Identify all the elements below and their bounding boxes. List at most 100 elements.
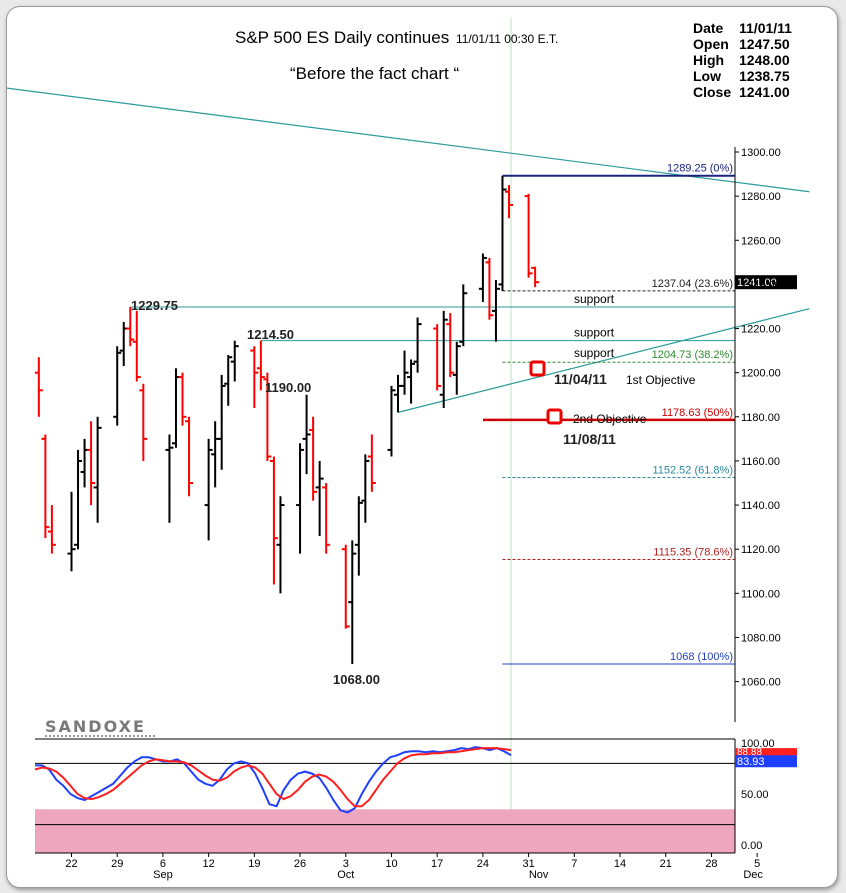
ohlc-bar bbox=[165, 434, 174, 523]
objective-1-label: 1st Objective bbox=[626, 373, 696, 387]
chart-frame: support support support 1289.25 (0%) 1237.04… bbox=[6, 6, 838, 888]
ohlc-bar bbox=[341, 544, 350, 629]
x-month-label: Nov bbox=[529, 869, 549, 881]
x-tick-label: 22 bbox=[65, 858, 77, 870]
ohlc-bar bbox=[302, 394, 311, 475]
ohlc-bar bbox=[491, 279, 500, 342]
oversold-zone bbox=[35, 809, 735, 853]
ohlc-bar bbox=[171, 368, 180, 448]
fib-label: 1237.04 (23.6%) bbox=[652, 278, 733, 290]
support-label: support bbox=[574, 346, 615, 360]
stoch-y-tick-label: 0.00 bbox=[741, 840, 762, 852]
ohlc-bar bbox=[250, 346, 259, 408]
y-tick-label: 1140.00 bbox=[741, 500, 780, 512]
x-tick-label: 17 bbox=[431, 858, 443, 870]
stoch-d-value-label: 88.88 bbox=[737, 747, 762, 758]
ohlc-bar bbox=[446, 313, 455, 378]
ohlc-bar bbox=[126, 307, 135, 347]
ohlc-bar bbox=[113, 346, 122, 426]
title-text: S&P 500 ES Daily continues bbox=[235, 28, 450, 47]
ohlc-bar bbox=[224, 355, 233, 406]
ohlc-bar bbox=[524, 193, 533, 278]
info-row-low: Low 1238.75 bbox=[693, 68, 790, 84]
trendline-1 bbox=[7, 87, 810, 193]
price-annotation: 1190.00 bbox=[265, 380, 311, 395]
ohlc-bar bbox=[178, 372, 187, 426]
y-tick-label: 1240.00 bbox=[741, 279, 781, 291]
stoch-d-value-tag bbox=[735, 748, 797, 757]
last-price-label: 1241.00 bbox=[737, 277, 777, 289]
stoch-line-stoch_k bbox=[35, 746, 512, 814]
ohlc-bar bbox=[387, 385, 396, 457]
watermark-rule bbox=[45, 735, 155, 737]
ohlc-bar bbox=[413, 317, 422, 373]
ohlc-bar bbox=[400, 350, 409, 395]
x-tick-label: 31 bbox=[522, 858, 534, 870]
stoch-k-value-tag bbox=[735, 755, 797, 768]
x-tick-label: 21 bbox=[660, 858, 672, 870]
ohlc-bar bbox=[309, 416, 318, 501]
x-tick-label: 12 bbox=[203, 858, 215, 870]
ohlc-bar bbox=[132, 310, 141, 382]
x-tick-label: 5 bbox=[754, 858, 760, 870]
ohlc-bar bbox=[296, 443, 305, 554]
ohlc-bar bbox=[211, 421, 220, 488]
ohlc-bar bbox=[269, 456, 278, 585]
fib-label: 1178.63 (50%) bbox=[662, 407, 733, 419]
ohlc-bar bbox=[80, 438, 89, 488]
ohlc-bar bbox=[230, 340, 239, 382]
x-tick-label: 29 bbox=[111, 858, 123, 870]
ohlc-bar bbox=[322, 483, 331, 554]
info-row-close: Close 1241.00 bbox=[693, 84, 790, 100]
info-row-date: Date 11/01/11 bbox=[693, 20, 792, 36]
chart-title: S&P 500 ES Daily continues 11/01/11 00:3… bbox=[235, 28, 558, 48]
ohlc-bar bbox=[361, 454, 370, 523]
ohlc-bar bbox=[185, 416, 194, 497]
ohlc-bar bbox=[452, 341, 461, 395]
price-annotation: 1068.00 bbox=[333, 672, 380, 687]
objective-2-date: 11/08/11 bbox=[563, 431, 616, 447]
ohlc-bar bbox=[531, 266, 540, 288]
objective-2-label: 2nd Objective bbox=[573, 412, 647, 426]
fib-label: 1289.25 (0%) bbox=[667, 163, 733, 175]
y-tick-label: 1220.00 bbox=[741, 324, 781, 336]
y-tick-label: 1120.00 bbox=[741, 544, 780, 556]
trendline-2 bbox=[397, 308, 810, 413]
ohlc-bar bbox=[217, 374, 226, 470]
x-tick-label: 14 bbox=[614, 858, 626, 870]
objective-2-marker bbox=[546, 408, 563, 425]
ohlc-bar bbox=[87, 421, 96, 506]
watermark-logo: SANDOXE bbox=[45, 717, 146, 736]
ohlc-bar bbox=[433, 324, 442, 391]
fib-label: 1204.73 (38.2%) bbox=[652, 349, 733, 361]
price-annotation: 1214.50 bbox=[247, 327, 294, 342]
ohlc-bar bbox=[74, 449, 83, 550]
x-tick-label: 26 bbox=[294, 858, 306, 870]
stoch-y-tick-label: 100.00 bbox=[741, 738, 775, 750]
y-tick-label: 1280.00 bbox=[741, 191, 781, 203]
price-annotation: 1229.75 bbox=[131, 298, 178, 313]
ohlc-bar bbox=[47, 505, 56, 554]
stoch-line-stoch_d bbox=[34, 747, 512, 808]
info-row-high: High 1248.00 bbox=[693, 52, 790, 68]
y-tick-label: 1160.00 bbox=[741, 456, 780, 468]
last-price-tag bbox=[735, 275, 797, 290]
ohlc-info-box: Date 11/01/11 Open 1247.50 High 1248.00 Low… bbox=[693, 20, 792, 100]
ohlc-bar bbox=[263, 372, 272, 461]
ohlc-bar bbox=[34, 357, 43, 417]
ohlc-bar bbox=[505, 185, 514, 219]
ohlc-bar bbox=[256, 340, 265, 391]
y-tick-label: 1080.00 bbox=[741, 632, 781, 644]
ohlc-bar bbox=[348, 540, 357, 664]
y-tick-label: 1100.00 bbox=[741, 588, 780, 600]
x-tick-label: 6 bbox=[160, 858, 166, 870]
chart-subtitle: “Before the fact chart “ bbox=[290, 64, 460, 83]
x-tick-label: 7 bbox=[571, 858, 577, 870]
stoch-k-value-label: 83.93 bbox=[737, 756, 765, 768]
x-month-label: Sep bbox=[153, 869, 173, 881]
x-tick-label: 10 bbox=[385, 858, 397, 870]
ohlc-bar bbox=[367, 434, 376, 492]
ohlc-bar bbox=[204, 438, 213, 541]
ohlc-chart: support support support 1289.25 (0%) 1237.04… bbox=[7, 17, 810, 881]
y-tick-label: 1300.00 bbox=[741, 147, 781, 159]
